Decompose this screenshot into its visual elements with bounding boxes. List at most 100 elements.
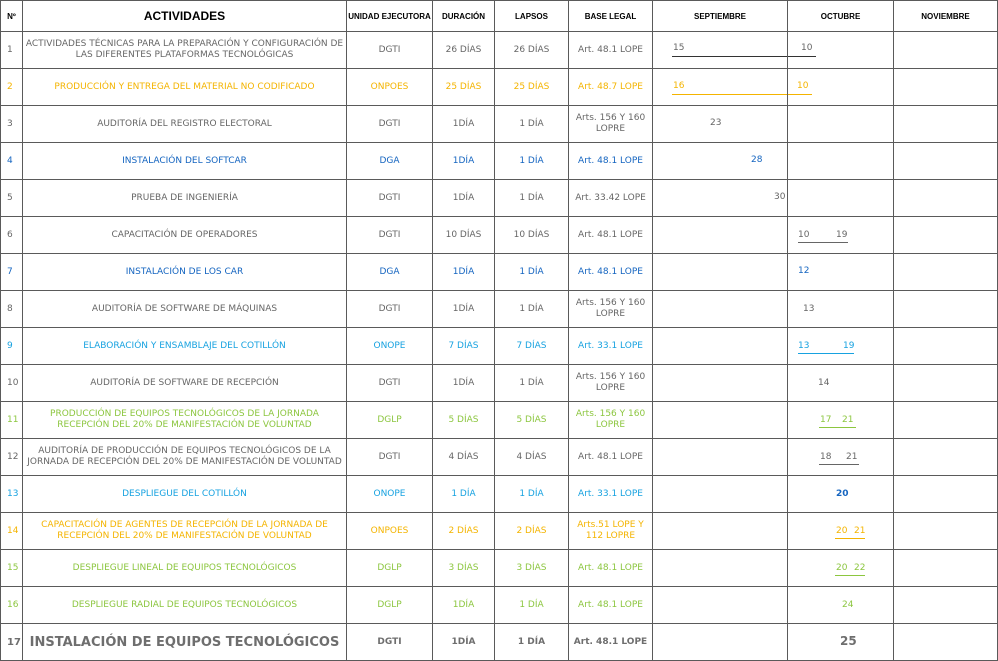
header-lapses: LAPSOS [494, 0, 569, 32]
row-duration: 1DÍA [432, 179, 495, 217]
start-date: 18 [820, 452, 832, 462]
row-legal-basis: Art. 48.1 LOPE [568, 216, 653, 254]
start-date: 20 [836, 526, 848, 536]
november-cell [893, 253, 998, 291]
table-row: 4 INSTALACIÓN DEL SOFTCAR DGA 1DÍA 1 DÍA… [0, 142, 998, 180]
row-activity: ACTIVIDADES TÉCNICAS PARA LA PREPARACIÓN… [22, 31, 347, 69]
november-cell [893, 586, 998, 624]
row-duration: 1DÍA [432, 105, 495, 143]
end-date: 21 [846, 452, 858, 462]
october-cell [787, 142, 894, 180]
row-number: 9 [0, 327, 23, 365]
row-legal-basis: Art. 48.1 LOPE [568, 31, 653, 69]
row-duration: 7 DÍAS [432, 327, 495, 365]
header-duration: DURACIÓN [432, 0, 495, 32]
header-november: NOVIEMBRE [893, 0, 998, 32]
timeline-bar [672, 94, 787, 95]
row-number: 6 [0, 216, 23, 254]
table-row: 1 ACTIVIDADES TÉCNICAS PARA LA PREPARACI… [0, 31, 998, 69]
september-cell: 30 [652, 179, 788, 217]
row-duration: 26 DÍAS [432, 31, 495, 69]
row-lapses: 5 DÍAS [494, 401, 569, 439]
row-activity: CAPACITACIÓN DE OPERADORES [22, 216, 347, 254]
november-cell [893, 401, 998, 439]
start-date: 10 [798, 230, 810, 240]
september-cell: 15 [652, 31, 788, 69]
row-legal-basis: Art. 48.1 LOPE [568, 253, 653, 291]
row-lapses: 1 DÍA [494, 586, 569, 624]
row-legal-basis: Arts. 156 Y 160 LOPRE [568, 401, 653, 439]
row-lapses: 1 DÍA [494, 623, 569, 661]
september-cell [652, 327, 788, 365]
row-lapses: 25 DÍAS [494, 68, 569, 106]
start-date: 20 [836, 489, 849, 499]
table-row: 10 AUDITORÍA DE SOFTWARE DE RECEPCIÓN DG… [0, 364, 998, 402]
table-row: 8 AUDITORÍA DE SOFTWARE DE MÁQUINAS DGTI… [0, 290, 998, 328]
september-cell: 28 [652, 142, 788, 180]
end-date: 10 [801, 43, 813, 53]
november-cell [893, 327, 998, 365]
row-legal-basis: Art. 48.1 LOPE [568, 142, 653, 180]
row-lapses: 2 DÍAS [494, 512, 569, 550]
row-legal-basis: Art. 33.1 LOPE [568, 327, 653, 365]
start-date: 17 [820, 415, 832, 425]
row-lapses: 10 DÍAS [494, 216, 569, 254]
row-activity: INSTALACIÓN DE EQUIPOS TECNOLÓGICOS [22, 623, 347, 661]
october-cell: 14 [787, 364, 894, 402]
table-row: 11 PRODUCCIÓN DE EQUIPOS TECNOLÓGICOS DE… [0, 401, 998, 439]
october-cell: 10 [787, 31, 894, 69]
row-unit: ONPOES [346, 68, 433, 106]
row-unit: DGTI [346, 216, 433, 254]
september-cell [652, 512, 788, 550]
start-date: 23 [710, 118, 722, 128]
start-date: 20 [836, 563, 848, 573]
row-legal-basis: Art. 48.7 LOPE [568, 68, 653, 106]
table-row: 7 INSTALACIÓN DE LOS CAR DGA 1DÍA 1 DÍA … [0, 253, 998, 291]
row-duration: 3 DÍAS [432, 549, 495, 587]
header-september: SEPTIEMBRE [652, 0, 788, 32]
timeline-bar [835, 575, 865, 576]
row-legal-basis: Arts.51 LOPE Y 112 LOPRE [568, 512, 653, 550]
start-date: 12 [798, 266, 810, 276]
row-unit: DGLP [346, 549, 433, 587]
row-lapses: 1 DÍA [494, 142, 569, 180]
row-lapses: 26 DÍAS [494, 31, 569, 69]
row-number: 14 [0, 512, 23, 550]
november-cell [893, 364, 998, 402]
october-cell [787, 105, 894, 143]
september-cell [652, 253, 788, 291]
row-activity: DESPLIEGUE DEL COTILLÓN [22, 475, 347, 513]
october-cell: 12 [787, 253, 894, 291]
november-cell [893, 438, 998, 476]
september-cell [652, 438, 788, 476]
row-legal-basis: Art. 33.1 LOPE [568, 475, 653, 513]
november-cell [893, 549, 998, 587]
november-cell [893, 68, 998, 106]
november-cell [893, 105, 998, 143]
row-unit: DGA [346, 142, 433, 180]
row-number: 7 [0, 253, 23, 291]
row-activity: AUDITORÍA DEL REGISTRO ELECTORAL [22, 105, 347, 143]
row-lapses: 3 DÍAS [494, 549, 569, 587]
end-date: 22 [854, 563, 866, 573]
timeline-bar [788, 56, 816, 57]
table-row: 17 INSTALACIÓN DE EQUIPOS TECNOLÓGICOS D… [0, 623, 998, 661]
table-row: 9 ELABORACIÓN Y ENSAMBLAJE DEL COTILLÓN … [0, 327, 998, 365]
row-legal-basis: Arts. 156 Y 160 LOPRE [568, 105, 653, 143]
november-cell [893, 179, 998, 217]
row-activity: ELABORACIÓN Y ENSAMBLAJE DEL COTILLÓN [22, 327, 347, 365]
row-lapses: 4 DÍAS [494, 438, 569, 476]
row-unit: DGTI [346, 31, 433, 69]
table-row: 2 PRODUCCIÓN Y ENTREGA DEL MATERIAL NO C… [0, 68, 998, 106]
start-date: 15 [673, 43, 685, 53]
row-lapses: 1 DÍA [494, 105, 569, 143]
row-number: 11 [0, 401, 23, 439]
october-cell: 17 21 [787, 401, 894, 439]
table-row: 6 CAPACITACIÓN DE OPERADORES DGTI 10 DÍA… [0, 216, 998, 254]
row-lapses: 1 DÍA [494, 179, 569, 217]
row-lapses: 1 DÍA [494, 475, 569, 513]
row-number: 15 [0, 549, 23, 587]
header-unit: UNIDAD EJECUTORA [346, 0, 433, 32]
end-date: 21 [854, 526, 866, 536]
row-lapses: 1 DÍA [494, 364, 569, 402]
